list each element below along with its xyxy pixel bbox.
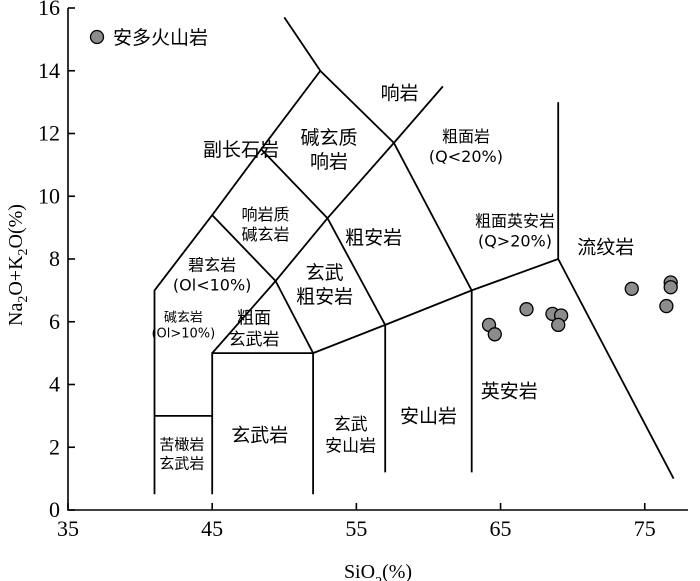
x-tick-label: 35 [57, 516, 79, 541]
field-boundary [326, 217, 386, 326]
field-label: 流纹岩 [577, 236, 634, 258]
x-axis-ticks: 35 45 55 65 75 [57, 503, 656, 541]
field-label: 玄武粗安岩 [296, 262, 353, 308]
data-point [663, 280, 678, 295]
x-tick-label: 65 [490, 516, 512, 541]
x-tick-label: 75 [634, 516, 656, 541]
field-label: 副长石岩 [203, 139, 279, 161]
y-tick-label: 8 [49, 246, 60, 271]
y-tick-label: 4 [49, 372, 60, 397]
data-point [519, 302, 534, 317]
field-label: 粗安岩 [345, 227, 402, 249]
y-tick-label: 12 [38, 121, 60, 146]
data-point [487, 327, 502, 342]
x-axis-title: SiO2(%) [344, 561, 412, 581]
x-tick-label: 55 [345, 516, 367, 541]
field-label: 安山岩 [400, 406, 457, 428]
y-axis-ticks: 0 2 4 6 8 10 12 14 16 [38, 0, 75, 522]
field-boundary [557, 258, 675, 480]
field-label: 碱玄岩(Ol>10%) [151, 310, 215, 341]
x-tick-label: 45 [201, 516, 223, 541]
field-boundaries [153, 16, 675, 495]
data-point [624, 281, 639, 296]
field-boundary [393, 142, 473, 291]
y-tick-label: 6 [49, 309, 60, 334]
field-boundary [211, 142, 395, 354]
y-tick-label: 2 [49, 434, 60, 459]
field-label: 苦橄岩玄武岩 [159, 436, 204, 473]
field-label: 响岩质碱玄岩 [242, 205, 290, 244]
field-boundary [211, 352, 314, 495]
data-point [659, 298, 674, 314]
field-label: 粗面岩(Q<20%) [429, 127, 503, 166]
field-labels: 副长石岩碱玄质响岩 响岩粗面岩(Q<20%) 响岩质碱玄岩粗安岩 粗面英安岩(Q>20… [151, 83, 634, 473]
field-boundary [211, 214, 314, 354]
y-tick-label: 14 [38, 58, 60, 83]
legend-label: 安多火山岩 [113, 27, 208, 49]
field-label: 碱玄质响岩 [300, 127, 357, 173]
y-axis-title: Na2O+K2O(%) [5, 204, 31, 326]
field-label: 玄武岩 [231, 425, 288, 447]
data-point [551, 317, 566, 333]
y-tick-label: 0 [49, 497, 60, 522]
field-label: 碧玄岩(Ol<10%) [173, 255, 252, 294]
field-label: 粗面玄武岩 [229, 309, 280, 350]
field-boundary [283, 16, 322, 72]
y-tick-label: 16 [38, 0, 60, 20]
y-tick-label: 10 [38, 183, 60, 208]
legend-marker [89, 29, 105, 45]
field-label: 玄武安山岩 [325, 415, 376, 456]
legend: 安多火山岩 [89, 27, 208, 49]
data-points [481, 275, 678, 342]
field-label: 英安岩 [481, 381, 538, 403]
field-label: 响岩 [381, 83, 419, 105]
field-boundary [260, 148, 329, 219]
field-label: 粗面英安岩(Q>20%) [475, 212, 555, 251]
